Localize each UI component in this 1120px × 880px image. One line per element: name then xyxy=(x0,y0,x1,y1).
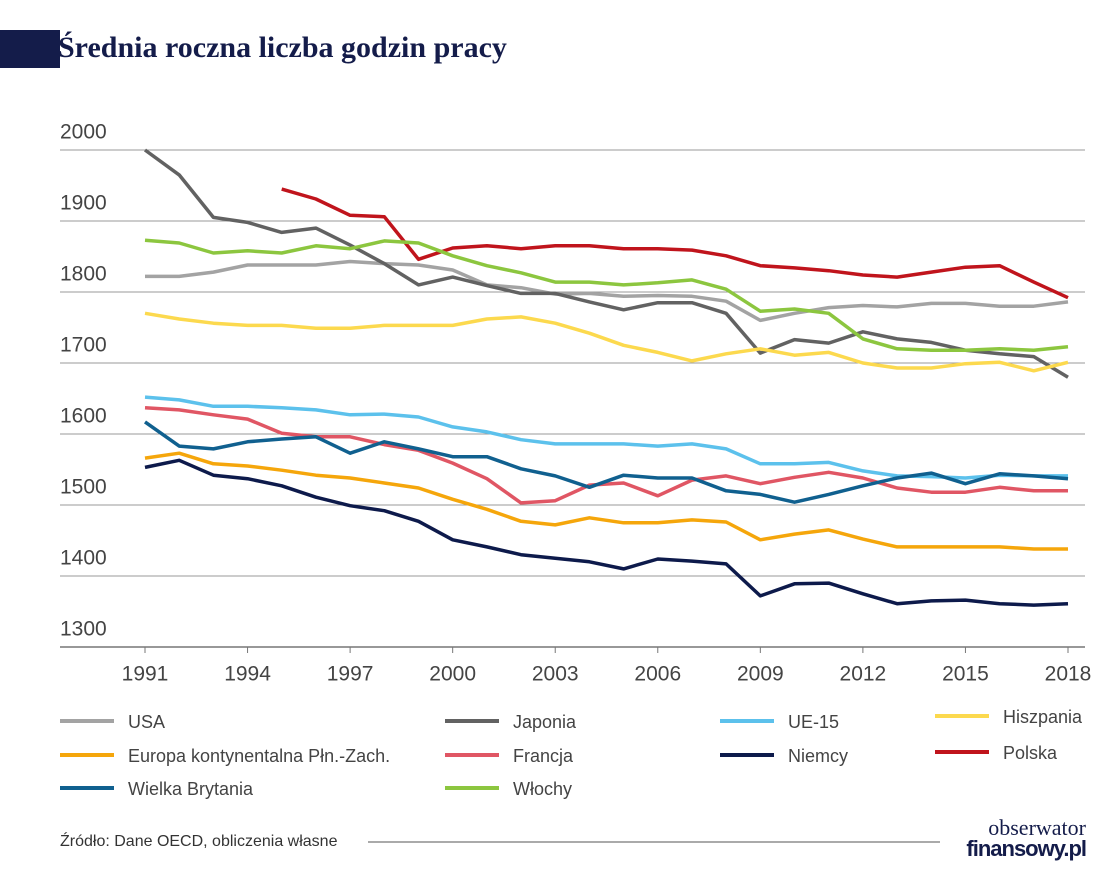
y-tick-label: 2000 xyxy=(60,121,107,144)
x-tick-label: 2012 xyxy=(840,663,887,686)
legend-label: Francja xyxy=(513,746,574,766)
brand-bottom: finansowy.pl xyxy=(966,836,1086,861)
title-bar xyxy=(0,30,60,68)
x-tick-label: 2000 xyxy=(429,663,476,686)
x-tick-label: 1994 xyxy=(224,663,271,686)
legend-label: Japonia xyxy=(513,712,577,732)
y-tick-label: 1800 xyxy=(60,263,107,286)
legend-label: UE-15 xyxy=(788,712,839,732)
series-line xyxy=(281,187,1069,300)
series-line xyxy=(145,259,1069,323)
y-tick-label: 1500 xyxy=(60,476,107,499)
series-line xyxy=(144,238,1069,352)
x-tick-label: 2006 xyxy=(634,663,681,686)
series-line xyxy=(143,148,1069,379)
series-line xyxy=(143,420,1069,504)
x-tick-label: 2015 xyxy=(942,663,989,686)
series-line xyxy=(144,451,1068,551)
legend-label: Polska xyxy=(1003,743,1058,763)
y-tick-label: 1300 xyxy=(60,618,107,641)
y-tick-label: 1400 xyxy=(60,547,107,570)
source: Źródło: Dane OECD, obliczenia własne xyxy=(60,831,338,850)
x-tick-label: 2003 xyxy=(532,663,579,686)
y-tick-label: 1600 xyxy=(60,405,107,428)
legend-label: Hiszpania xyxy=(1003,707,1083,727)
series-line xyxy=(144,458,1069,607)
legend-label: Niemcy xyxy=(788,746,848,766)
legend-label: USA xyxy=(128,712,165,732)
y-tick-label: 1700 xyxy=(60,334,107,357)
y-tick-label: 1900 xyxy=(60,192,107,215)
legend-label: Włochy xyxy=(513,779,572,799)
x-tick-label: 2018 xyxy=(1045,663,1092,686)
chart-title: Średnia roczna liczba godzin pracy xyxy=(58,31,507,64)
brand-top: obserwator xyxy=(988,815,1086,840)
x-tick-label: 1991 xyxy=(122,663,169,686)
legend-label: Europa kontynentalna Płn.-Zach. xyxy=(128,746,390,766)
legend-label: Wielka Brytania xyxy=(128,779,254,799)
series-line xyxy=(144,311,1069,373)
series-line xyxy=(144,405,1068,505)
x-tick-label: 1997 xyxy=(327,663,374,686)
x-tick-label: 2009 xyxy=(737,663,784,686)
